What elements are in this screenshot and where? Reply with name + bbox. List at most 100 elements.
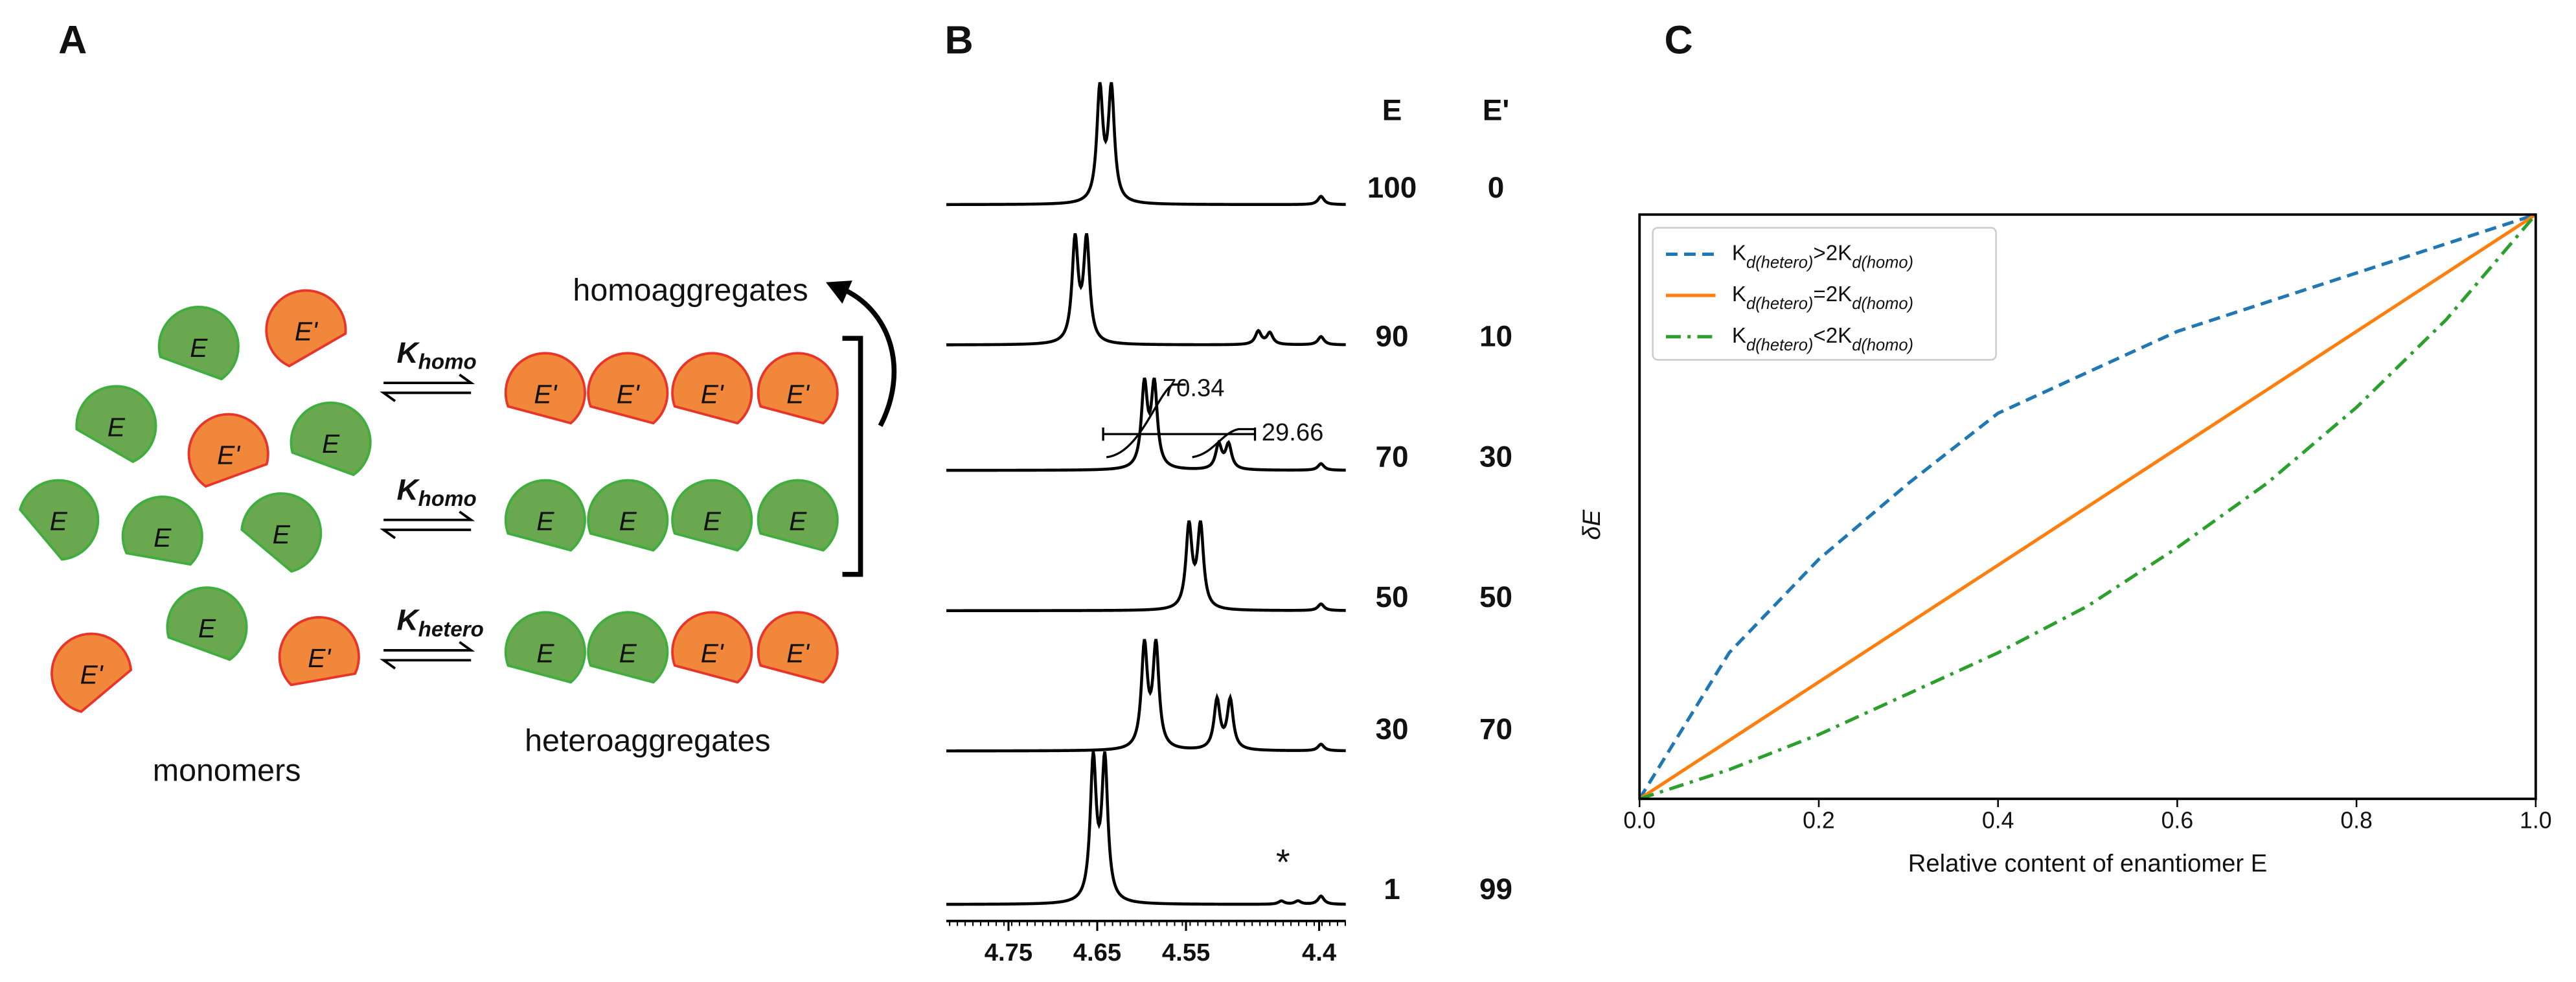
rate-constant: Khomo: [397, 336, 477, 374]
enantiomer-label: E': [80, 659, 104, 689]
ratio-e: 90: [1376, 319, 1409, 352]
x-tick-label: 1.0: [2520, 807, 2552, 833]
x-tick-label: 0.0: [1623, 807, 1656, 833]
enantiomer-label: E: [789, 507, 807, 536]
rate-symbol: K: [397, 603, 420, 637]
legend-text: K: [1732, 282, 1746, 306]
enantiomer: E: [121, 496, 203, 566]
enantiomer-label: E': [534, 379, 557, 409]
panel-label: B: [945, 17, 974, 62]
enantiomer-shape: [757, 611, 839, 684]
enantiomer-shape: [240, 492, 323, 573]
series-line: [1638, 213, 2537, 801]
enantiomer-label: E: [536, 638, 554, 668]
enantiomer-label: E: [50, 507, 68, 536]
enantiomer-label: E: [154, 523, 172, 553]
enantiomer: E': [504, 352, 586, 425]
legend-subscript: d(hetero): [1746, 253, 1813, 271]
legend-subscript: d(hetero): [1746, 295, 1813, 313]
curved-arrow: [844, 288, 897, 428]
x-tick-label: 0.6: [2161, 807, 2194, 833]
enantiomer: E': [265, 289, 347, 368]
enantiomer: E': [51, 632, 133, 713]
nmr-trace: [946, 377, 1346, 472]
enantiomer-label: E': [617, 379, 640, 409]
enantiomer-shape: [166, 586, 248, 661]
legend-label: Kd(hetero)<2Kd(homo): [1732, 324, 1913, 354]
nmr-trace: [946, 233, 1346, 347]
enantiomer-label: E': [217, 440, 240, 470]
ratio-e-prime: 0: [1488, 170, 1505, 204]
enantiomer-label: E': [701, 379, 724, 409]
rate-symbol: K: [397, 336, 420, 369]
enantiomer: E: [504, 611, 586, 684]
legend-box: [1652, 227, 1997, 361]
ratio-e: 1: [1384, 872, 1400, 906]
enantiomer-label: E: [703, 507, 722, 536]
legend-text: <2K: [1813, 324, 1852, 348]
enantiomer: E': [757, 611, 839, 684]
legend-text: K: [1732, 241, 1746, 265]
x-tick-label: 0.8: [2340, 807, 2373, 833]
enantiomer-shape: [671, 611, 753, 684]
enantiomer: E: [671, 479, 753, 552]
ratio-e-prime: 99: [1479, 872, 1512, 906]
enantiomer: E: [504, 479, 586, 552]
enantiomer-label: E: [536, 507, 554, 536]
enantiomer-shape: [19, 479, 100, 561]
enantiomer: E: [587, 479, 669, 552]
enantiomer-label: E: [619, 638, 637, 668]
panel-label: A: [58, 17, 87, 62]
enantiomer-label: E: [190, 333, 208, 363]
enantiomer-shape: [504, 611, 586, 684]
enantiomer-shape: [587, 611, 669, 684]
enantiomer: E: [587, 611, 669, 684]
enantiomer: E': [587, 352, 669, 425]
enantiomer-label: E': [295, 316, 318, 346]
enantiomer-label: E: [108, 412, 126, 442]
enantiomer-shape: [587, 352, 669, 425]
enantiomer-label: E': [308, 643, 331, 673]
enantiomer-label: E: [273, 520, 291, 549]
enantiomer-shape: [671, 479, 753, 552]
nmr-trace: [946, 82, 1346, 207]
ratio-e: 30: [1376, 712, 1409, 746]
enantiomer: E': [757, 352, 839, 425]
ratio-e-prime: 50: [1479, 580, 1512, 613]
monomers-label: monomers: [153, 753, 301, 788]
integral-line: [1102, 383, 1257, 459]
enantiomer-shape: [504, 352, 586, 425]
x-tick-label: 4.4: [1302, 939, 1337, 966]
x-tick-label: 4.55: [1162, 939, 1210, 966]
enantiomer-label: E': [786, 638, 810, 668]
enantiomer: E': [671, 352, 753, 425]
enantiomer-label: E': [701, 638, 724, 668]
legend-text: K: [1732, 324, 1746, 348]
series-line: [1638, 212, 2536, 800]
ratio-e-prime: 10: [1479, 319, 1512, 352]
homoaggregates-label: homoaggregates: [573, 273, 808, 308]
enantiomer: E': [187, 413, 269, 488]
enantiomer-shape: [757, 479, 839, 552]
plot-frame: [1638, 213, 2537, 801]
ratio-e-prime: 30: [1479, 439, 1512, 473]
enantiomer: E: [290, 401, 372, 477]
rate-subscript: homo: [418, 487, 477, 511]
legend-subscript: d(homo): [1852, 253, 1913, 271]
integral-value: 29.66: [1262, 418, 1324, 446]
ratio-e: 100: [1367, 170, 1417, 204]
enantiomer-label: E: [322, 429, 340, 459]
nmr-trace: [946, 751, 1346, 906]
enantiomer-shape: [504, 479, 586, 552]
nmr-trace: [946, 520, 1346, 613]
y-axis-label: δE: [1578, 509, 1606, 540]
integral-value: 70.34: [1163, 374, 1225, 402]
nmr-trace: [946, 639, 1346, 753]
legend-label: Kd(hetero)=2Kd(homo): [1732, 282, 1913, 313]
rate-subscript: homo: [418, 350, 477, 374]
bracket: [842, 336, 863, 577]
enantiomer-shape: [671, 352, 753, 425]
legend-subscript: d(homo): [1852, 295, 1913, 313]
enantiomer-shape: [51, 632, 133, 713]
enantiomer-shape: [121, 496, 203, 566]
